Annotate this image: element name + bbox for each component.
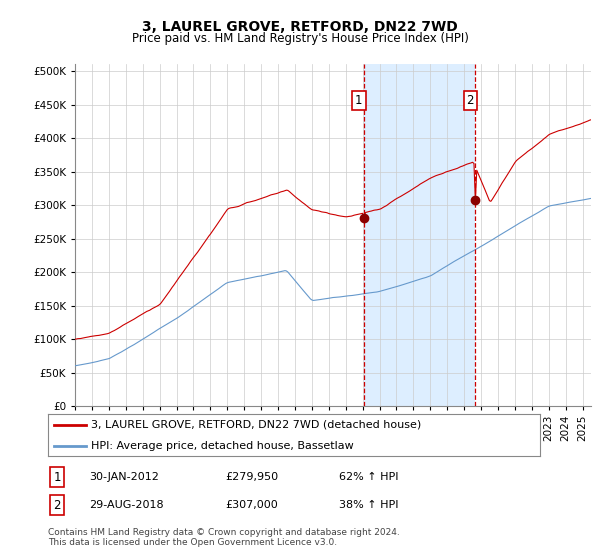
Text: 29-AUG-2018: 29-AUG-2018 — [89, 500, 163, 510]
Bar — [364, 64, 475, 406]
Text: 2: 2 — [53, 498, 61, 512]
Text: 3, LAUREL GROVE, RETFORD, DN22 7WD (detached house): 3, LAUREL GROVE, RETFORD, DN22 7WD (deta… — [91, 420, 421, 430]
Text: £307,000: £307,000 — [225, 500, 278, 510]
Text: Contains HM Land Registry data © Crown copyright and database right 2024.
This d: Contains HM Land Registry data © Crown c… — [48, 528, 400, 547]
Text: 2: 2 — [467, 94, 474, 107]
Text: 30-JAN-2012: 30-JAN-2012 — [89, 472, 158, 482]
Text: £279,950: £279,950 — [225, 472, 278, 482]
Text: 38% ↑ HPI: 38% ↑ HPI — [339, 500, 398, 510]
Text: 1: 1 — [355, 94, 362, 107]
Text: 3, LAUREL GROVE, RETFORD, DN22 7WD: 3, LAUREL GROVE, RETFORD, DN22 7WD — [142, 20, 458, 34]
Text: HPI: Average price, detached house, Bassetlaw: HPI: Average price, detached house, Bass… — [91, 441, 353, 451]
Text: 1: 1 — [53, 470, 61, 484]
Text: Price paid vs. HM Land Registry's House Price Index (HPI): Price paid vs. HM Land Registry's House … — [131, 32, 469, 45]
Text: 62% ↑ HPI: 62% ↑ HPI — [339, 472, 398, 482]
